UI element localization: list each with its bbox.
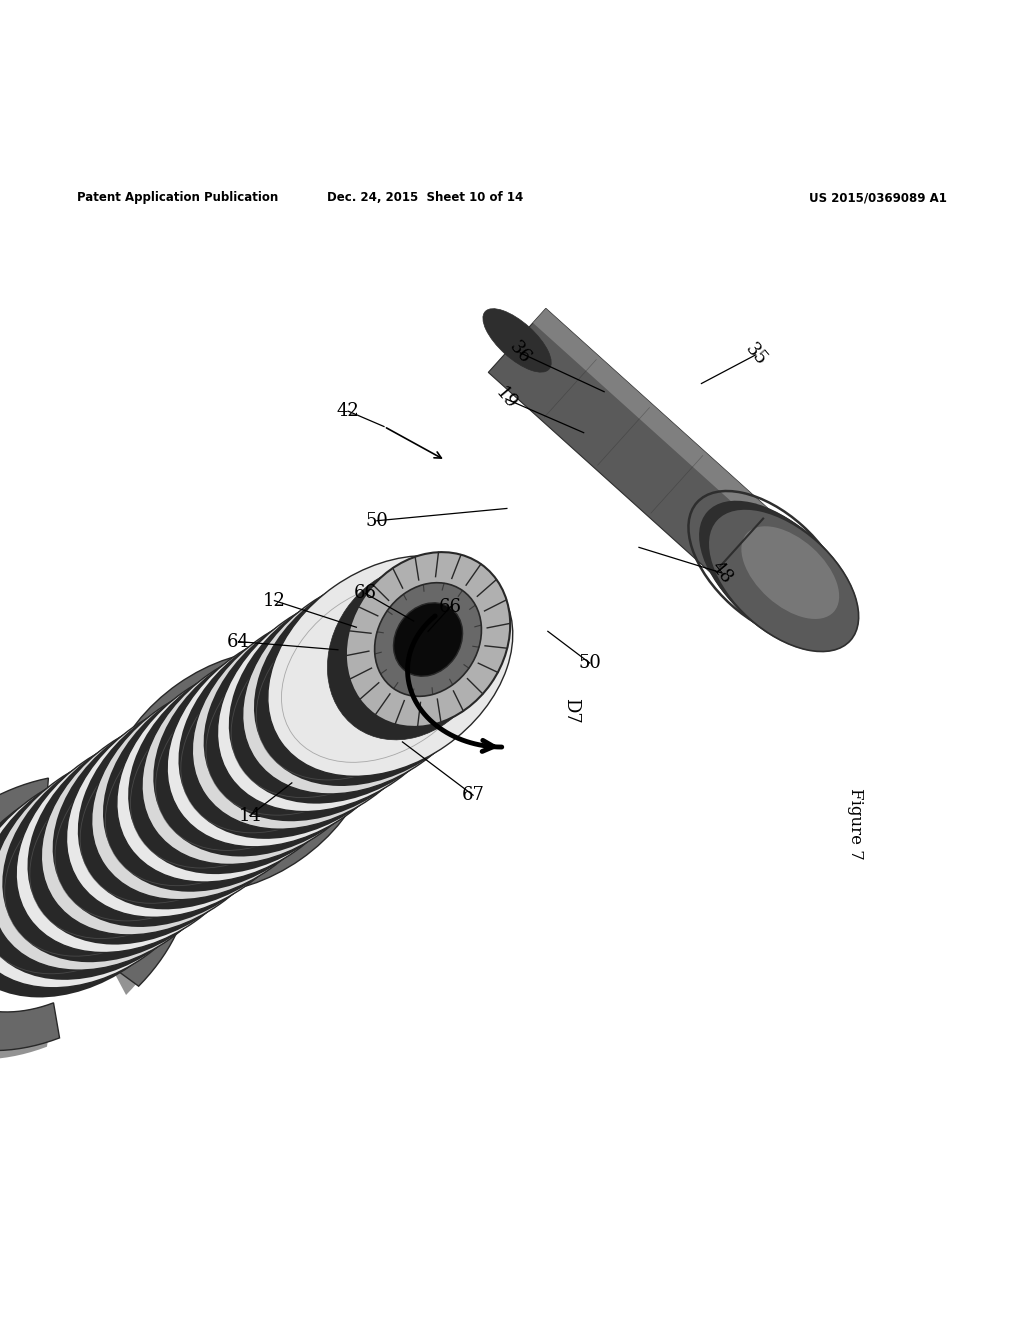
Text: 35: 35 (741, 341, 770, 370)
Ellipse shape (28, 723, 272, 945)
Polygon shape (0, 777, 48, 855)
Ellipse shape (0, 759, 222, 979)
Ellipse shape (709, 510, 859, 652)
Text: Patent Application Publication: Patent Application Publication (77, 191, 279, 205)
Ellipse shape (699, 500, 850, 643)
Ellipse shape (204, 601, 449, 821)
Polygon shape (111, 890, 190, 986)
Ellipse shape (154, 636, 398, 857)
Ellipse shape (16, 731, 261, 953)
Ellipse shape (741, 527, 839, 619)
Text: 66: 66 (354, 585, 377, 602)
Ellipse shape (193, 609, 437, 829)
Text: 64: 64 (227, 632, 250, 651)
Polygon shape (111, 896, 177, 995)
Ellipse shape (703, 504, 854, 647)
Ellipse shape (706, 507, 859, 652)
Polygon shape (488, 309, 812, 612)
Text: 19: 19 (492, 384, 520, 413)
Ellipse shape (707, 508, 857, 651)
Ellipse shape (702, 503, 853, 645)
Ellipse shape (167, 626, 412, 847)
Ellipse shape (128, 653, 373, 874)
Ellipse shape (142, 644, 387, 865)
Ellipse shape (91, 678, 337, 900)
Ellipse shape (104, 651, 374, 894)
Text: 67: 67 (462, 787, 484, 804)
Polygon shape (0, 1003, 53, 1060)
Ellipse shape (254, 565, 499, 785)
Text: 48: 48 (708, 558, 736, 587)
Ellipse shape (375, 582, 481, 697)
Ellipse shape (706, 506, 856, 649)
Text: Dec. 24, 2015  Sheet 10 of 14: Dec. 24, 2015 Sheet 10 of 14 (327, 191, 523, 205)
Polygon shape (0, 787, 45, 855)
Ellipse shape (0, 750, 236, 970)
Ellipse shape (41, 714, 287, 935)
Ellipse shape (78, 689, 323, 909)
Text: 50: 50 (366, 512, 388, 529)
Text: 42: 42 (337, 403, 359, 420)
Ellipse shape (268, 556, 513, 776)
Ellipse shape (701, 503, 855, 648)
Text: US 2015/0369089 A1: US 2015/0369089 A1 (809, 191, 947, 205)
Ellipse shape (0, 767, 211, 987)
Text: D7: D7 (562, 698, 581, 725)
Ellipse shape (52, 706, 298, 927)
Ellipse shape (700, 502, 851, 644)
Ellipse shape (117, 661, 361, 882)
Ellipse shape (243, 573, 487, 793)
Ellipse shape (228, 583, 474, 804)
Ellipse shape (0, 776, 197, 998)
Text: 14: 14 (239, 807, 261, 825)
Polygon shape (532, 309, 812, 562)
Ellipse shape (705, 506, 858, 651)
Polygon shape (0, 1003, 59, 1051)
Ellipse shape (703, 504, 856, 649)
Ellipse shape (217, 591, 463, 812)
Text: Figure 7: Figure 7 (847, 788, 863, 859)
Text: 12: 12 (263, 591, 286, 610)
Ellipse shape (2, 742, 247, 962)
Text: 66: 66 (439, 598, 462, 615)
Ellipse shape (178, 618, 424, 840)
Ellipse shape (103, 671, 348, 892)
Ellipse shape (67, 697, 311, 917)
Ellipse shape (483, 309, 551, 372)
Ellipse shape (346, 552, 510, 727)
Text: 36: 36 (506, 338, 535, 367)
Ellipse shape (393, 603, 463, 676)
Ellipse shape (328, 565, 492, 739)
Text: 50: 50 (579, 655, 601, 672)
